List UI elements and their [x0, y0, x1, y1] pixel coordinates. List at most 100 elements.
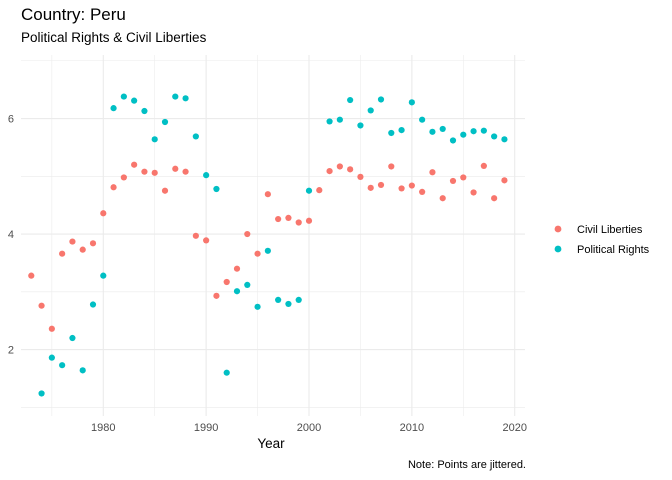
data-point: [388, 163, 395, 170]
chart-subtitle: Political Rights & Civil Liberties: [21, 30, 207, 45]
data-point: [48, 354, 55, 361]
chart-caption: Note: Points are jittered.: [407, 459, 526, 471]
data-point: [336, 116, 343, 123]
data-point: [460, 174, 467, 181]
data-point: [429, 169, 436, 176]
y-tick-label: 2: [8, 345, 14, 357]
data-point: [367, 184, 374, 191]
data-point: [439, 125, 446, 133]
data-point: [172, 165, 179, 172]
data-point: [470, 189, 477, 196]
data-point: [408, 99, 415, 106]
y-tick-label: 4: [8, 229, 14, 241]
data-point: [233, 288, 241, 295]
data-point: [501, 136, 508, 143]
data-point: [213, 185, 220, 193]
data-point: [275, 215, 282, 223]
data-point: [110, 105, 117, 112]
data-point: [110, 184, 117, 191]
data-point: [449, 177, 457, 185]
grid-lines: [21, 55, 525, 416]
legend: Civil Liberties Political Rights: [554, 224, 650, 256]
data-point: [429, 128, 436, 135]
data-point: [151, 169, 158, 176]
data-point: [285, 300, 292, 308]
data-point: [161, 118, 169, 126]
data-point: [501, 177, 508, 184]
data-point: [254, 303, 261, 310]
data-point: [141, 168, 148, 175]
series-political-rights: [38, 93, 508, 397]
data-point: [233, 265, 241, 272]
data-point: [100, 272, 107, 279]
data-point: [141, 107, 148, 115]
data-point: [38, 390, 45, 397]
data-point: [336, 163, 343, 170]
data-point: [131, 97, 138, 104]
x-tick-label: 1980: [91, 422, 115, 434]
data-point: [120, 174, 127, 181]
data-point: [439, 195, 446, 202]
data-point: [285, 214, 292, 221]
data-point: [182, 168, 189, 175]
series-civil-liberties: [28, 161, 508, 332]
data-point: [275, 296, 282, 304]
data-point: [244, 281, 251, 288]
data-point: [69, 238, 76, 245]
data-point: [377, 181, 385, 189]
y-tick-label: 6: [8, 114, 14, 126]
legend-key: [554, 225, 562, 233]
data-point: [398, 185, 405, 192]
data-point: [347, 96, 354, 104]
data-point: [347, 166, 354, 173]
data-point: [264, 247, 271, 254]
data-point: [213, 292, 220, 299]
data-point: [305, 187, 313, 194]
data-point: [244, 230, 251, 238]
data-point: [305, 217, 313, 224]
data-point: [470, 128, 477, 135]
data-point: [223, 369, 230, 376]
data-point: [38, 302, 45, 309]
data-point: [408, 182, 415, 189]
data-point: [182, 95, 189, 102]
data-point: [254, 250, 261, 257]
data-point: [203, 172, 210, 179]
x-axis-title: Year: [257, 436, 285, 451]
data-point: [491, 133, 498, 140]
data-point: [120, 93, 127, 100]
chart-title: Country: Peru: [21, 5, 126, 24]
data-point: [398, 126, 405, 134]
legend-label: Political Rights: [577, 244, 650, 256]
data-point: [161, 187, 169, 194]
data-point: [480, 162, 487, 169]
data-point: [491, 195, 498, 202]
data-point: [419, 116, 426, 123]
data-point: [460, 131, 467, 138]
data-point: [131, 161, 138, 168]
data-point: [28, 272, 35, 279]
data-point: [79, 246, 86, 253]
data-point: [59, 362, 66, 369]
data-point: [59, 250, 66, 257]
data-point: [89, 301, 97, 308]
x-tick-label: 2020: [502, 422, 526, 434]
data-point: [449, 137, 457, 144]
data-point: [480, 127, 487, 134]
data-point: [192, 133, 199, 140]
data-point: [326, 167, 333, 175]
data-point: [295, 296, 302, 304]
data-point: [69, 334, 76, 342]
data-point: [79, 367, 86, 374]
data-point: [295, 219, 302, 226]
data-point: [223, 278, 230, 286]
data-point: [357, 173, 364, 180]
x-tick-label: 2010: [400, 422, 424, 434]
data-point: [203, 237, 210, 244]
x-axis-ticks: 1980 1990 2000 2010 2020: [91, 422, 527, 434]
x-tick-label: 1990: [194, 422, 218, 434]
data-point: [377, 96, 385, 103]
data-point: [357, 122, 364, 129]
data-point: [264, 191, 271, 198]
data-point: [89, 240, 97, 247]
